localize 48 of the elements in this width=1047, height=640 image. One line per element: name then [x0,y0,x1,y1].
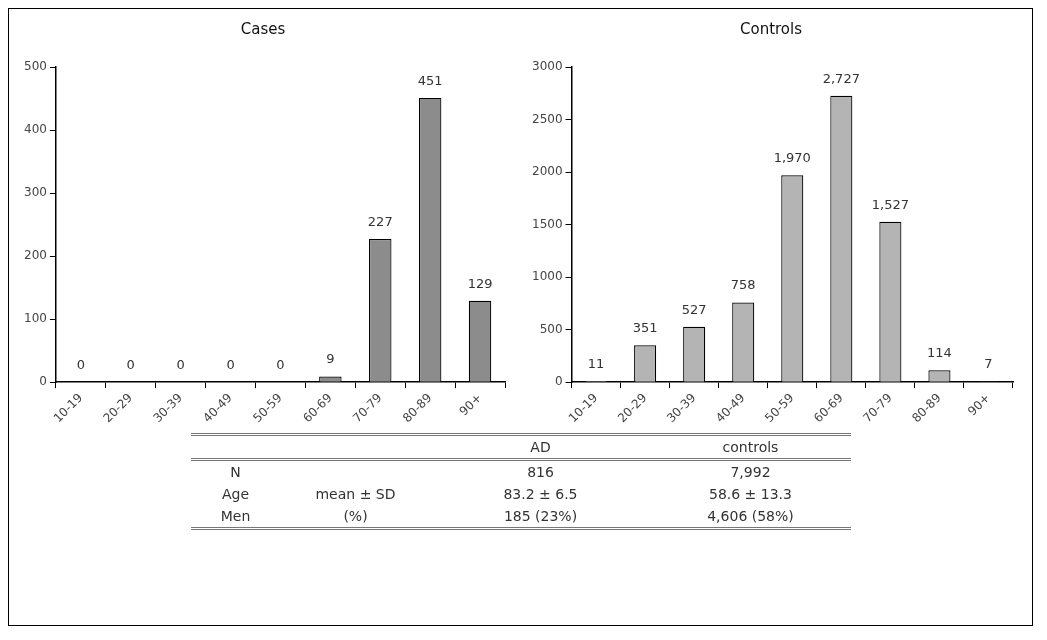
text: 58.6 ± 13.3 [708,485,793,504]
data-label: 7 [983,356,993,372]
y-tick-label: 2500 [531,111,563,126]
data-label: 0 [126,357,135,373]
y-tick-label: 500 [539,321,563,336]
data-label: 9 [325,351,334,367]
data-label: 758 [730,277,756,293]
data-label: 114 [926,345,952,361]
data-label: 527 [681,301,707,317]
text: 7,992 [729,463,772,482]
text: 816 [526,463,555,482]
text: 83.2 ± 6.5 [502,485,579,504]
data-label: 0 [76,357,85,373]
y-tick-label: 2000 [531,164,563,179]
x-tick-label: 90+ [964,390,993,419]
data-label: 0 [275,357,285,373]
y-tick-label: 400 [23,122,47,137]
text: 185 (23%) [502,507,579,526]
data-label: 351 [632,320,658,336]
text: mean ± SD [314,485,397,504]
y-tick-label: 1500 [531,216,563,231]
text: Age [220,485,251,504]
data-label: 0 [176,357,185,373]
y-tick-label: 200 [23,248,47,263]
data-label: 129 [467,275,492,291]
y-tick-label: 100 [23,311,47,326]
text: N [229,463,242,482]
y-tick-label: 1000 [531,269,563,284]
data-label: 451 [417,72,443,88]
text: AD [529,438,552,457]
text: Men [219,507,252,526]
chart-title: Cases [240,19,285,38]
data-label: 1,970 [773,150,811,166]
data-label: 2,727 [822,70,860,86]
y-tick-label: 0 [38,374,47,389]
text: 4,606 (58%) [706,507,795,526]
x-tick-label: 90+ [456,390,484,419]
data-label: 227 [367,213,393,229]
y-tick-label: 3000 [531,59,563,74]
y-tick-label: 500 [23,59,47,74]
y-tick-label: 300 [23,185,47,200]
text: (%) [342,507,369,526]
data-label: 11 [587,355,604,371]
chart-title: Controls [739,19,802,38]
data-label: 1,527 [871,196,909,212]
text: controls [721,438,780,457]
y-tick-label: 0 [554,374,563,389]
data-label: 0 [225,357,235,373]
